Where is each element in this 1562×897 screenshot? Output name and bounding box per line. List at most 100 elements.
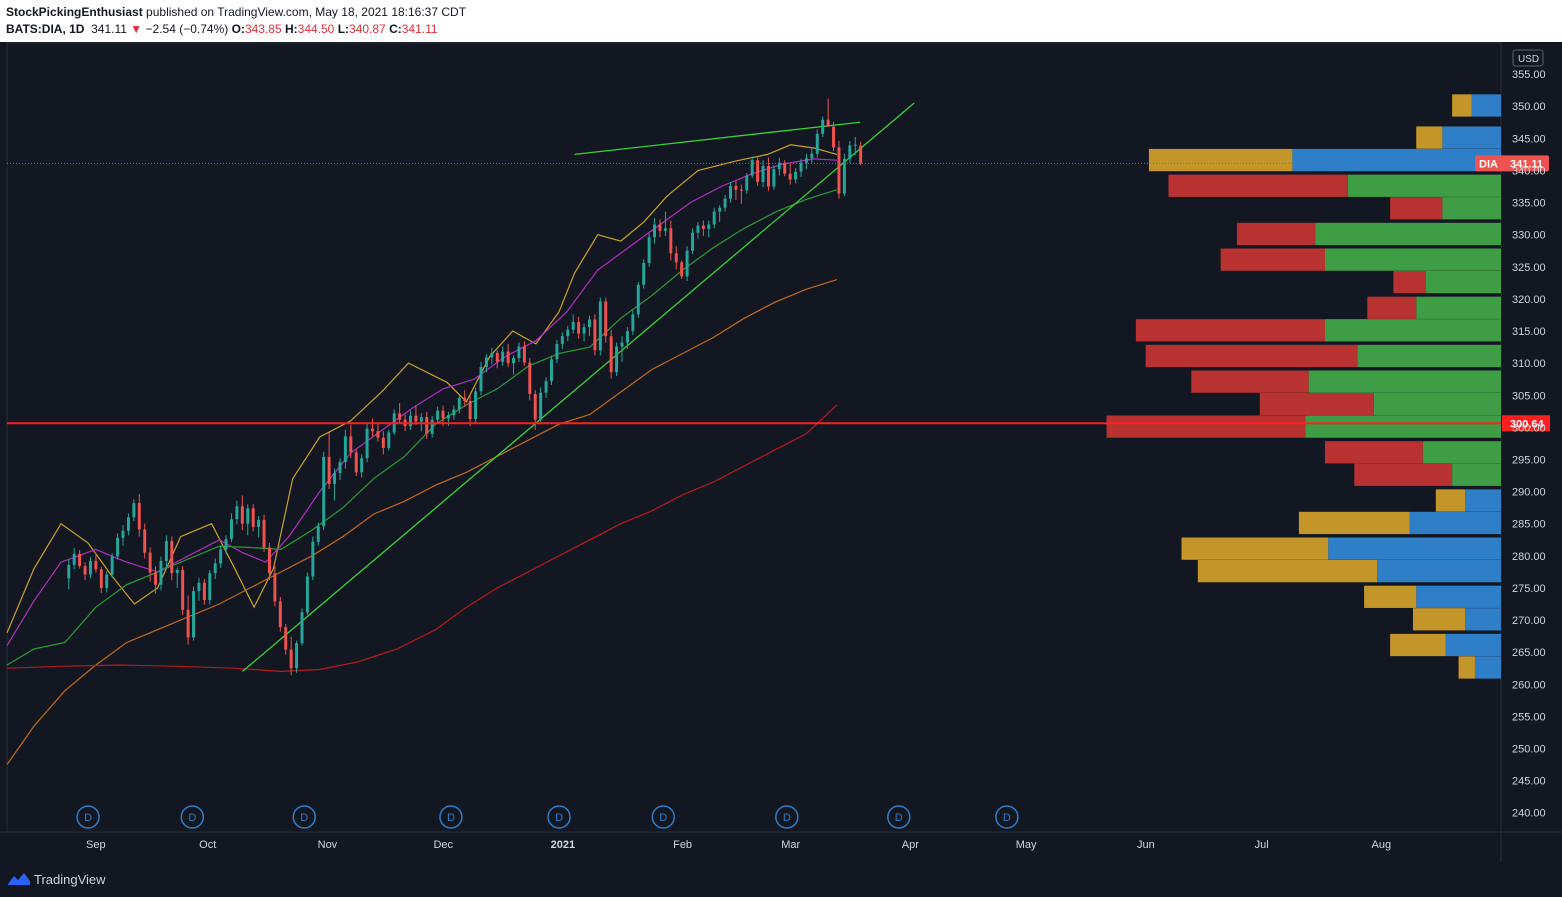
volume-profile-bar-left xyxy=(1452,94,1472,117)
candle-body xyxy=(419,417,423,422)
volume-profile-bar-left xyxy=(1298,511,1410,535)
candle-body xyxy=(273,573,277,602)
ma-line-ma200 xyxy=(6,404,838,673)
dividend-marker-label: D xyxy=(447,812,455,824)
ma-line-ma100 xyxy=(6,279,838,765)
price-tick-label: 325.00 xyxy=(1512,262,1546,274)
volume-profile-bar-right xyxy=(1442,126,1501,149)
ma-line-ma9 xyxy=(6,144,838,634)
candle-body xyxy=(566,329,570,337)
volume-profile-bar-left xyxy=(1191,370,1309,393)
candle-body xyxy=(67,564,71,579)
high-label: H: xyxy=(284,22,298,36)
candle-body xyxy=(295,643,299,669)
volume-profile-bar-right xyxy=(1465,489,1501,512)
price-tick-label: 240.00 xyxy=(1512,808,1546,820)
time-tick-label: Jul xyxy=(1255,839,1269,851)
candle-body xyxy=(804,158,808,163)
candle-body xyxy=(555,343,559,360)
price-tick-label: 355.00 xyxy=(1512,69,1546,81)
volume-profile-bar-left xyxy=(1148,148,1293,172)
trendline-support xyxy=(242,102,915,672)
candle-body xyxy=(815,133,819,154)
candle-body xyxy=(739,189,743,191)
candle-body xyxy=(349,436,353,453)
candle-body xyxy=(105,574,109,588)
candle-body xyxy=(799,162,803,172)
volume-profile-bar-left xyxy=(1135,319,1325,342)
candle-body xyxy=(571,322,575,330)
volume-profile-bar-right xyxy=(1465,608,1501,631)
currency-label: USD xyxy=(1518,54,1539,65)
price-tick-label: 250.00 xyxy=(1512,744,1546,756)
candle-body xyxy=(83,566,87,575)
volume-profile-bar-left xyxy=(1197,559,1378,583)
last-price-value: 341.11 xyxy=(1510,158,1543,170)
candle-body xyxy=(143,529,147,553)
candle-body xyxy=(669,228,673,254)
candle-body xyxy=(479,366,483,392)
candle-body xyxy=(414,415,418,422)
symbol-label[interactable]: BATS:DIA, 1D xyxy=(6,22,85,36)
candle-body xyxy=(229,519,233,540)
volume-profile-bar-left xyxy=(1416,126,1443,149)
volume-profile-bar-left xyxy=(1390,197,1443,220)
candle-body xyxy=(240,506,244,524)
candle-body xyxy=(788,173,792,180)
brand-name[interactable]: TradingView xyxy=(34,872,106,887)
candle-body xyxy=(848,145,852,159)
candle-body xyxy=(723,198,727,208)
close-value: 341.11 xyxy=(401,22,438,36)
candle-body xyxy=(522,346,526,363)
volume-profile-bar-right xyxy=(1452,463,1501,486)
tradingview-logo-icon[interactable] xyxy=(7,871,31,887)
candle-body xyxy=(783,162,787,174)
candle-body xyxy=(360,458,364,473)
candle-body xyxy=(441,410,445,419)
candle-body xyxy=(609,336,613,373)
candle-body xyxy=(772,169,776,187)
last-price-line: DIA 341.11 xyxy=(7,155,1549,172)
publisher-name[interactable]: StockPickingEnthusiast xyxy=(6,5,143,19)
candle-body xyxy=(593,319,597,351)
time-axis[interactable]: Sep Oct Nov Dec 2021 Feb Mar Apr May Jun Jul Aug xyxy=(86,839,1391,851)
candle-body xyxy=(284,627,288,650)
candle-body xyxy=(278,601,282,628)
dividend-marker-label: D xyxy=(783,812,791,824)
dividend-marker xyxy=(439,805,463,829)
price-axis[interactable]: 240.00 245.00 250.00 255.00 260.00 265.00 270.… xyxy=(1512,49,1546,820)
candle-body xyxy=(766,165,770,187)
volume-profile-bar-left xyxy=(1220,248,1325,271)
price-tick-label: 280.00 xyxy=(1512,551,1546,563)
volume-profile-bar-right xyxy=(1315,222,1501,246)
volume-profile-bar-left xyxy=(1367,296,1417,319)
candle-body xyxy=(446,415,450,419)
price-tick-label: 275.00 xyxy=(1512,583,1546,595)
ma-line-ma50 xyxy=(6,189,838,666)
candle-body xyxy=(582,327,586,334)
price-tick-label: 245.00 xyxy=(1512,776,1546,788)
candle-body xyxy=(197,582,201,592)
candle-body xyxy=(430,419,434,434)
candle-body xyxy=(425,417,429,434)
horizontal-line[interactable]: 300.64 xyxy=(7,415,1550,432)
price-tick-label: 315.00 xyxy=(1512,326,1546,338)
candle-body xyxy=(72,553,76,565)
candle-body xyxy=(164,541,168,561)
candle-body xyxy=(316,526,320,542)
price-tick-label: 265.00 xyxy=(1512,647,1546,659)
low-value: 340.87 xyxy=(349,22,386,36)
candle-body xyxy=(718,207,722,212)
candle-body xyxy=(533,393,537,420)
volume-profile-bar-right xyxy=(1445,633,1501,657)
open-label: O: xyxy=(231,22,245,36)
hline-price-tag xyxy=(1502,415,1550,432)
candle-body xyxy=(506,351,510,364)
candle-body xyxy=(289,649,293,669)
trendlines[interactable] xyxy=(242,102,915,672)
volume-profile-bar-right xyxy=(1357,344,1501,368)
dividend-marker-label: D xyxy=(188,812,196,824)
